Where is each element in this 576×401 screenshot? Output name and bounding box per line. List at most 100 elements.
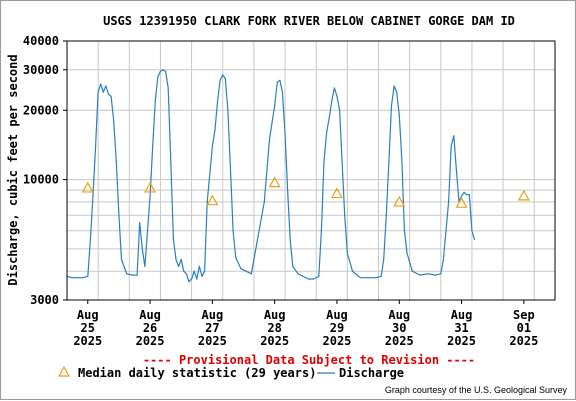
discharge-point [191,278,193,280]
x-tick-label: 30 [392,321,406,335]
discharge-point [141,248,143,250]
discharge-point [344,214,346,216]
discharge-point [229,169,232,171]
discharge-point [307,278,309,280]
discharge-point [198,265,200,267]
discharge-point [427,273,429,275]
discharge-point [471,230,473,232]
courtesy-note: Graph courtesy of the U.S. Geological Su… [385,385,568,395]
x-tick-label: 27 [205,321,219,335]
y-axis-label: Discharge, cubic feet per second [6,54,20,285]
discharge-point [287,189,289,191]
legend-discharge-label: Discharge [339,366,404,380]
discharge-point [139,222,141,224]
legend: Median daily statistic (29 years) Discha… [57,365,404,380]
discharge-point [346,252,348,254]
discharge-point [245,270,247,272]
discharge-point [211,145,213,147]
discharge-point [152,145,154,147]
discharge-point [380,275,382,277]
x-tick-label: 25 [81,321,95,335]
discharge-point [398,114,400,116]
discharge-point [440,273,442,275]
discharge-point [92,195,94,197]
discharge-point [320,230,322,232]
discharge-point [165,70,167,72]
discharge-point [196,278,198,280]
discharge-point [240,268,242,270]
discharge-point [172,238,174,240]
discharge-point [396,91,398,93]
discharge-point [224,77,226,80]
discharge-point [167,87,169,89]
discharge-point [120,258,123,261]
discharge-point [71,277,73,279]
discharge-point [107,93,110,95]
discharge-point [115,160,117,162]
median-marker [393,195,406,207]
discharge-point [442,258,444,261]
discharge-point [162,69,164,71]
x-tick-label: Aug [264,308,286,322]
discharge-point [406,252,408,254]
discharge-point [339,109,341,111]
y-tick-label: 30000 [23,63,59,77]
discharge-point [82,277,84,279]
discharge-point [268,138,271,140]
discharge-point [232,230,234,232]
median-marker [455,196,468,208]
x-tick-label: Sep [513,308,535,322]
y-tick-label: 10000 [23,173,59,187]
discharge-point [102,91,104,93]
x-tick-label: 2025 [323,334,352,348]
discharge-point [468,194,470,196]
discharge-point [313,278,315,280]
discharge-point [403,230,405,232]
median-marker [330,187,343,199]
legend-median-label: Median daily statistic (29 years) [78,366,316,380]
discharge-point [113,120,115,122]
discharge-point [89,238,91,240]
discharge-point [258,230,260,232]
y-tick-label: 20000 [23,103,59,117]
discharge-point [136,274,138,276]
x-tick-label: 2025 [509,334,538,348]
discharge-point [204,270,206,272]
discharge-point [253,258,255,261]
median-marker [81,181,94,193]
discharge-point [463,191,465,193]
discharge-point [100,83,102,85]
discharge-point [175,258,177,261]
discharge-point [333,87,335,89]
x-tick-label: 2025 [73,334,102,348]
legend-median-marker [57,365,71,377]
discharge-point [219,79,221,81]
discharge-point [450,145,452,147]
discharge-point [97,91,99,93]
discharge-point [445,230,447,232]
discharge-point [375,277,377,279]
discharge-point [359,277,361,279]
x-tick-label: 2025 [260,334,289,348]
discharge-point [217,100,219,102]
series-layer [66,69,530,283]
median-marker [206,194,219,206]
y-tick-label: 3000 [30,293,59,307]
x-tick-label: 29 [330,321,344,335]
provisional-note: ---- Provisional Data Subject to Revisio… [143,353,475,367]
discharge-point [178,265,180,267]
discharge-point [183,270,185,272]
discharge-point [95,145,97,147]
discharge-point [250,273,252,275]
discharge-point [110,95,112,97]
discharge-point [201,275,203,277]
plot-frame [66,40,556,301]
discharge-point [411,270,413,272]
x-tick-label: 2025 [136,334,165,348]
discharge-point [279,79,281,81]
x-tick-label: Aug [139,308,161,322]
discharge-point [351,270,354,272]
x-tick-label: Aug [326,308,348,322]
